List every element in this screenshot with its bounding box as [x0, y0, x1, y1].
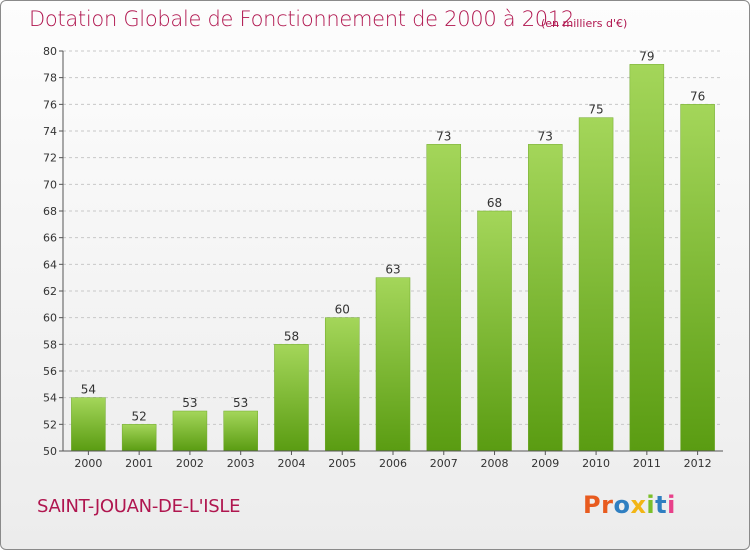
data-label-2002: 53 [182, 396, 197, 410]
y-tick-label: 70 [43, 178, 57, 191]
x-tick-label-2008: 2008 [481, 457, 509, 470]
bar-2009 [528, 144, 563, 452]
y-tick-label: 62 [43, 285, 57, 298]
logo-letter: r [601, 491, 614, 519]
bar-2001 [121, 424, 157, 452]
x-tick-label-2005: 2005 [328, 457, 356, 470]
bar-2007 [426, 144, 462, 452]
data-label-2006: 63 [385, 263, 400, 277]
x-tick-label-2009: 2009 [531, 457, 559, 470]
axes [59, 50, 723, 455]
logo-letter: o [613, 491, 631, 519]
y-tick-label: 52 [43, 418, 57, 431]
x-tick-label-2007: 2007 [430, 457, 458, 470]
logo-letter: i [667, 491, 676, 519]
data-label-2008: 68 [487, 196, 502, 210]
bar-2004 [274, 344, 309, 452]
data-label-2009: 73 [538, 129, 553, 143]
y-tick-label: 68 [43, 205, 57, 218]
data-label-2007: 73 [436, 129, 451, 143]
proxiti-logo: Proxiti [583, 491, 676, 519]
x-tick-label-2003: 2003 [227, 457, 255, 470]
x-tick-label-2012: 2012 [684, 457, 712, 470]
bar-2000 [71, 397, 106, 452]
logo-letter: P [583, 491, 602, 519]
y-tick-label: 78 [43, 72, 57, 85]
y-tick-label: 54 [43, 392, 57, 405]
bar-2002 [172, 410, 208, 452]
logo-letter: t [655, 491, 668, 519]
data-label-2003: 53 [233, 396, 248, 410]
x-tick-label-2006: 2006 [379, 457, 407, 470]
data-label-2010: 75 [588, 103, 603, 117]
y-tick-label: 80 [43, 45, 57, 58]
bar-2005 [324, 317, 360, 452]
x-tick-label-2010: 2010 [582, 457, 610, 470]
y-tick-label: 74 [43, 125, 57, 138]
data-label-2005: 60 [335, 303, 350, 317]
y-tick-label: 56 [43, 365, 57, 378]
chart-subtitle: (en milliers d'€) [541, 17, 628, 30]
y-tick-label: 50 [43, 445, 57, 458]
data-label-2000: 54 [81, 383, 96, 397]
bar-2006 [375, 277, 411, 452]
data-label-2004: 58 [284, 329, 299, 343]
bar-2010 [578, 117, 614, 452]
y-tick-label: 72 [43, 152, 57, 165]
y-tick-label: 66 [43, 232, 57, 245]
y-tick-label: 64 [43, 258, 57, 271]
bar-2003 [223, 410, 258, 452]
y-tick-label: 60 [43, 312, 57, 325]
bar-2011 [629, 64, 665, 452]
x-tick-label-2000: 2000 [74, 457, 102, 470]
commune-name: SAINT-JOUAN-DE-L'ISLE [37, 496, 241, 517]
x-tick-label-2011: 2011 [633, 457, 661, 470]
logo-letter: x [630, 491, 647, 519]
data-label-2011: 79 [639, 49, 654, 63]
y-tick-label: 76 [43, 98, 57, 111]
bar-2008 [477, 210, 512, 452]
logo-letter: i [646, 491, 656, 519]
bars [71, 64, 715, 452]
bar-2012 [680, 104, 715, 452]
data-label-2012: 76 [690, 89, 705, 103]
x-tick-label-2001: 2001 [125, 457, 153, 470]
chart-title: Dotation Globale de Fonctionnement de 20… [29, 7, 574, 31]
labels: 50 52 54 56 58 60 62 64 66 68 70 72 74 76 78 80 54 2000 52… [43, 45, 712, 470]
x-tick-label-2002: 2002 [176, 457, 204, 470]
y-tick-label: 58 [43, 338, 57, 351]
data-label-2001: 52 [132, 409, 147, 423]
x-tick-label-2004: 2004 [277, 457, 305, 470]
